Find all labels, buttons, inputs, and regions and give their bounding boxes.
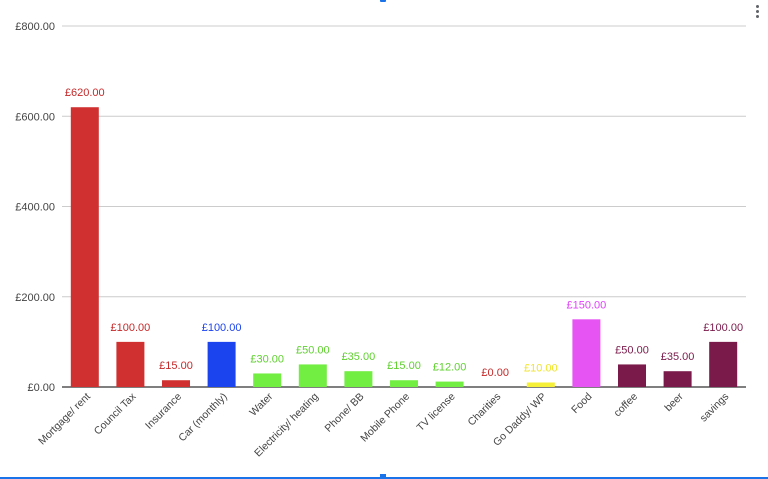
bar[interactable] — [344, 371, 373, 387]
x-tick-label: Mortgage/ rent — [36, 391, 93, 448]
gridlines — [62, 25, 746, 388]
bar[interactable] — [162, 380, 190, 387]
y-tick-label: £200.00 — [15, 292, 55, 304]
selection-border — [0, 477, 768, 479]
data-label: £15.00 — [159, 360, 193, 372]
bottom-resize-handle[interactable] — [380, 474, 386, 478]
x-tick-label: Charities — [466, 391, 504, 429]
y-tick-label: £400.00 — [15, 202, 55, 214]
data-label: £620.00 — [65, 87, 105, 99]
x-tick-label: beer — [662, 390, 686, 414]
data-label: £100.00 — [202, 322, 242, 334]
bar[interactable] — [207, 341, 236, 387]
data-label: £150.00 — [567, 299, 607, 311]
x-tick-label: Phone/ BB — [323, 391, 367, 435]
x-tick-label: TV license — [415, 391, 458, 434]
data-label: £0.00 — [481, 367, 509, 379]
x-tick-label: Council Tax — [92, 390, 139, 437]
bar[interactable] — [435, 381, 464, 387]
data-label: £30.00 — [250, 353, 284, 365]
data-label: £35.00 — [342, 351, 376, 363]
x-tick-label: Mobile Phone — [358, 391, 412, 445]
bar[interactable] — [526, 382, 555, 387]
data-label: £100.00 — [703, 322, 743, 334]
bar[interactable] — [663, 371, 692, 387]
data-label: £50.00 — [296, 344, 330, 356]
bars — [70, 107, 738, 387]
top-resize-handle[interactable] — [380, 0, 386, 2]
y-tick-label: £0.00 — [27, 382, 55, 394]
bar[interactable] — [70, 107, 99, 387]
bar[interactable] — [618, 364, 646, 387]
y-tick-label: £800.00 — [15, 21, 55, 33]
x-tick-label: Food — [569, 391, 595, 417]
bar[interactable] — [298, 364, 327, 387]
data-label: £35.00 — [661, 351, 695, 363]
y-tick-label: £600.00 — [15, 111, 55, 123]
more-options-icon[interactable] — [752, 4, 762, 20]
bar[interactable] — [390, 380, 418, 387]
data-label: £10.00 — [524, 362, 558, 374]
data-label: £50.00 — [615, 344, 649, 356]
data-labels: £620.00 £100.00 £15.00 £100.00 £30.00 £50.00 £… — [65, 87, 743, 379]
bar[interactable] — [709, 341, 738, 387]
x-tick-label: coffee — [612, 391, 641, 420]
x-tick-label: savings — [698, 391, 732, 425]
x-tick-label: Insurance — [143, 391, 184, 432]
x-tick-label: Car (monthly) — [176, 391, 229, 444]
x-tick-label: Water — [247, 390, 275, 418]
y-axis-ticks: £0.00 £200.00 £400.00 £600.00 £800.00 — [15, 21, 55, 394]
data-label: £15.00 — [387, 360, 421, 372]
data-label: £12.00 — [433, 362, 467, 374]
bar[interactable] — [116, 341, 145, 387]
bar[interactable] — [572, 319, 601, 387]
data-label: £100.00 — [111, 322, 151, 334]
bar[interactable] — [253, 373, 282, 387]
